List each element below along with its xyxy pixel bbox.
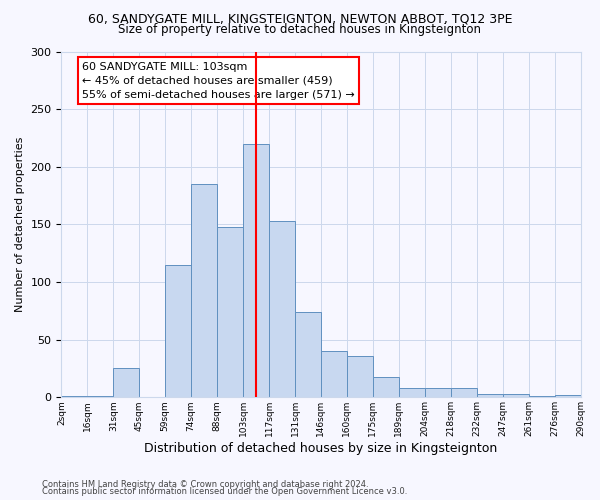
Bar <box>113 368 139 398</box>
Text: 60 SANDYGATE MILL: 103sqm
← 45% of detached houses are smaller (459)
55% of semi: 60 SANDYGATE MILL: 103sqm ← 45% of detac… <box>82 62 355 100</box>
Bar <box>88 396 113 398</box>
Bar <box>191 184 217 398</box>
Text: Contains public sector information licensed under the Open Government Licence v3: Contains public sector information licen… <box>42 487 407 496</box>
Bar <box>217 226 243 398</box>
Bar <box>295 312 321 398</box>
Bar <box>399 388 425 398</box>
Bar <box>165 264 191 398</box>
Text: 60, SANDYGATE MILL, KINGSTEIGNTON, NEWTON ABBOT, TQ12 3PE: 60, SANDYGATE MILL, KINGSTEIGNTON, NEWTO… <box>88 12 512 26</box>
Bar <box>243 144 269 398</box>
Text: Size of property relative to detached houses in Kingsteignton: Size of property relative to detached ho… <box>119 22 482 36</box>
Y-axis label: Number of detached properties: Number of detached properties <box>15 136 25 312</box>
Bar <box>529 396 554 398</box>
Bar <box>425 388 451 398</box>
Text: Contains HM Land Registry data © Crown copyright and database right 2024.: Contains HM Land Registry data © Crown c… <box>42 480 368 489</box>
Bar <box>61 396 88 398</box>
Bar <box>503 394 529 398</box>
Bar <box>321 351 347 398</box>
Bar <box>373 376 399 398</box>
Bar <box>476 394 503 398</box>
X-axis label: Distribution of detached houses by size in Kingsteignton: Distribution of detached houses by size … <box>145 442 497 455</box>
Bar <box>554 395 581 398</box>
Bar <box>347 356 373 398</box>
Bar <box>269 221 295 398</box>
Bar <box>451 388 476 398</box>
